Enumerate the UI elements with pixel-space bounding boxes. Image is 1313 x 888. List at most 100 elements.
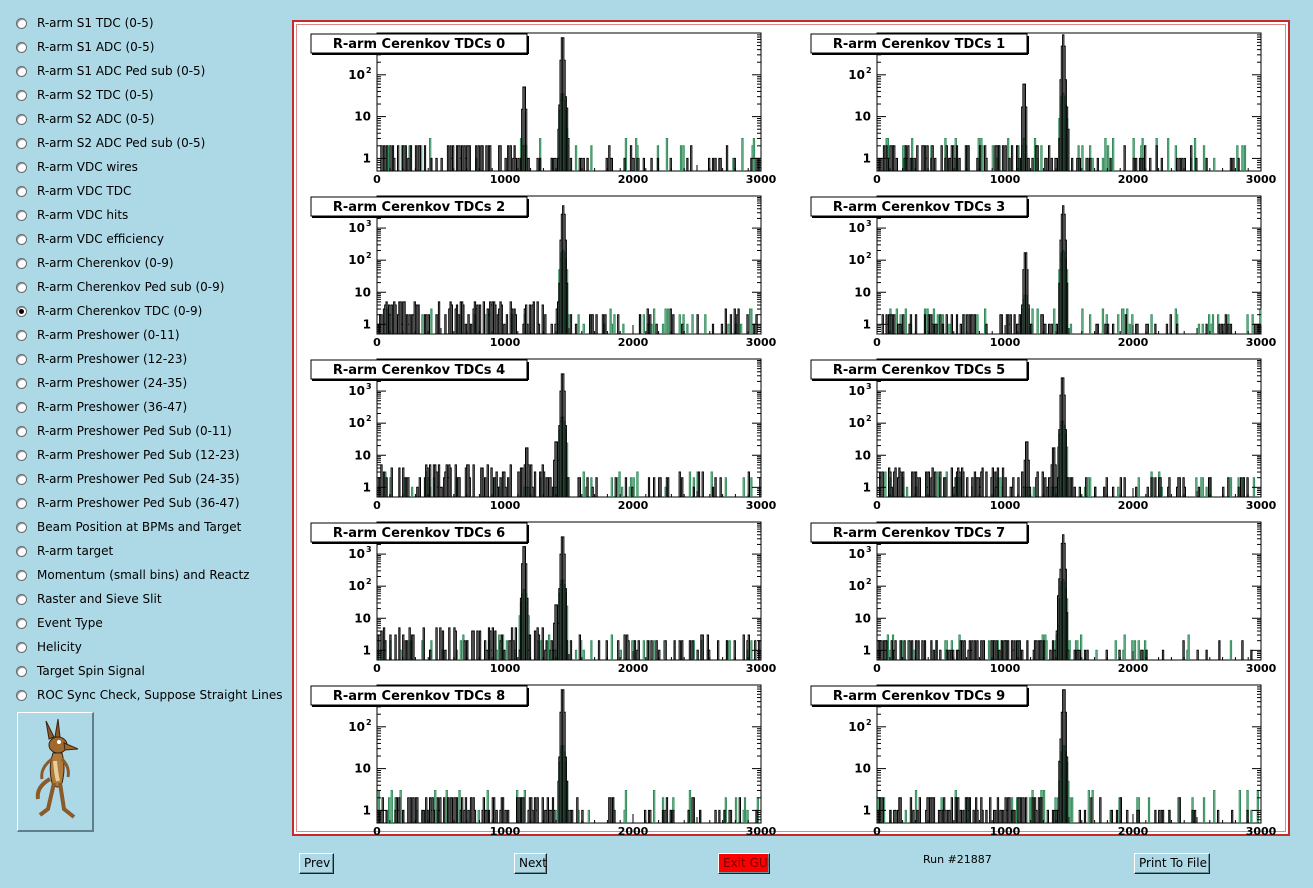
radio-button[interactable] xyxy=(16,281,27,293)
y-tick-label: 1 xyxy=(363,480,371,494)
exit-gui-button[interactable]: Exit GUI xyxy=(718,853,771,874)
radio-option[interactable]: R-arm Preshower (0-11) xyxy=(16,324,180,346)
y-tick-label: 10 xyxy=(848,221,865,235)
radio-option[interactable]: R-arm S1 TDC (0-5) xyxy=(16,12,154,34)
radio-option[interactable]: Momentum (small bins) and Reactz xyxy=(16,564,249,586)
radio-option[interactable]: R-arm S1 ADC (0-5) xyxy=(16,36,154,58)
radio-button[interactable] xyxy=(16,497,27,509)
radio-option[interactable]: R-arm Preshower Ped Sub (12-23) xyxy=(16,444,240,466)
radio-button[interactable] xyxy=(16,449,27,461)
radio-option[interactable]: R-arm Preshower (36-47) xyxy=(16,396,187,418)
x-tick-label: 1000 xyxy=(990,825,1021,837)
radio-option[interactable]: R-arm Preshower (24-35) xyxy=(16,372,187,394)
plot-canvas[interactable]: 0 1000 2000 3000 1 10 10 2 R-arm Cerenkov TDCs 0… xyxy=(292,20,1290,837)
prev-button[interactable]: Prev xyxy=(299,853,334,874)
radio-button[interactable] xyxy=(16,209,27,221)
radio-button[interactable] xyxy=(16,689,27,701)
radio-option[interactable]: Helicity xyxy=(16,636,82,658)
histogram-title-box: R-arm Cerenkov TDCs 0 xyxy=(310,33,529,55)
radio-option[interactable]: R-arm VDC TDC xyxy=(16,180,131,202)
y-tick-exponent: 2 xyxy=(866,577,872,586)
radio-button[interactable] xyxy=(16,641,27,653)
histogram-title-box: R-arm Cerenkov TDCs 7 xyxy=(810,522,1029,544)
radio-button[interactable] xyxy=(16,137,27,149)
y-tick-label: 10 xyxy=(848,579,865,593)
radio-button[interactable] xyxy=(16,665,27,677)
y-tick-label: 10 xyxy=(848,253,865,267)
y-tick-exponent: 2 xyxy=(366,577,372,586)
radio-button[interactable] xyxy=(16,161,27,173)
radio-button[interactable] xyxy=(16,233,27,245)
radio-option-label: R-arm Preshower Ped Sub (12-23) xyxy=(37,448,240,462)
y-tick-exponent: 3 xyxy=(366,382,372,391)
radio-button[interactable] xyxy=(16,65,27,77)
radio-option-label: Event Type xyxy=(37,616,103,630)
radio-option[interactable]: R-arm VDC hits xyxy=(16,204,128,226)
radio-option[interactable]: R-arm target xyxy=(16,540,113,562)
radio-option[interactable]: R-arm Cherenkov (0-9) xyxy=(16,252,174,274)
histogram-series-2 xyxy=(386,93,756,171)
radio-button[interactable] xyxy=(16,41,27,53)
histogram-title: R-arm Cerenkov TDCs 6 xyxy=(333,526,505,541)
radio-option[interactable]: R-arm Preshower Ped Sub (24-35) xyxy=(16,468,240,490)
y-tick-label: 10 xyxy=(854,762,871,776)
radio-option[interactable]: R-arm Cherenkov TDC (0-9) xyxy=(16,300,202,322)
radio-button[interactable] xyxy=(16,545,27,557)
radio-button[interactable] xyxy=(16,425,27,437)
radio-option[interactable]: R-arm Preshower Ped Sub (0-11) xyxy=(16,420,232,442)
x-tick-label: 2000 xyxy=(618,499,649,512)
radio-option[interactable]: R-arm S2 ADC Ped sub (0-5) xyxy=(16,132,205,154)
radio-option-label: R-arm Preshower (24-35) xyxy=(37,376,188,390)
radio-option[interactable]: R-arm S1 ADC Ped sub (0-5) xyxy=(16,60,205,82)
radio-button[interactable] xyxy=(16,89,27,101)
radio-option-label: R-arm Preshower (12-23) xyxy=(37,352,188,366)
y-tick-label: 10 xyxy=(848,720,865,734)
radio-option[interactable]: Target Spin Signal xyxy=(16,660,145,682)
x-tick-label: 0 xyxy=(373,336,381,349)
radio-option[interactable]: R-arm S2 TDC (0-5) xyxy=(16,84,154,106)
radio-button[interactable] xyxy=(16,401,27,413)
radio-option[interactable]: R-arm VDC efficiency xyxy=(16,228,164,250)
radio-option[interactable]: R-arm S2 ADC (0-5) xyxy=(16,108,154,130)
y-tick-label: 1 xyxy=(863,317,871,331)
radio-button[interactable] xyxy=(16,569,27,581)
radio-button[interactable] xyxy=(16,353,27,365)
run-number-label: Run #21887 xyxy=(923,853,992,866)
next-button[interactable]: Next xyxy=(514,853,547,874)
radio-button[interactable] xyxy=(16,473,27,485)
print-to-file-button[interactable]: Print To File xyxy=(1134,853,1210,874)
y-tick-exponent: 3 xyxy=(866,382,872,391)
radio-button[interactable] xyxy=(16,377,27,389)
x-tick-label: 3000 xyxy=(1246,499,1277,512)
radio-button[interactable] xyxy=(16,17,27,29)
x-tick-label: 0 xyxy=(373,825,381,837)
radio-option-label: Helicity xyxy=(37,640,82,654)
radio-option[interactable]: ROC Sync Check, Suppose Straight Lines xyxy=(16,684,282,706)
radio-button[interactable] xyxy=(16,113,27,125)
radio-option[interactable]: Beam Position at BPMs and Target xyxy=(16,516,241,538)
radio-button[interactable] xyxy=(16,521,27,533)
radio-button[interactable] xyxy=(16,617,27,629)
radio-option-label: R-arm S1 ADC Ped sub (0-5) xyxy=(37,64,206,78)
radio-option[interactable]: R-arm Preshower (12-23) xyxy=(16,348,187,370)
radio-option[interactable]: Raster and Sieve Slit xyxy=(16,588,162,610)
radio-option[interactable]: R-arm Preshower Ped Sub (36-47) xyxy=(16,492,240,514)
radio-option[interactable]: Event Type xyxy=(16,612,103,634)
histogram-series-1 xyxy=(380,37,761,171)
x-tick-label: 0 xyxy=(373,499,381,512)
x-tick-label: 3000 xyxy=(746,662,777,675)
radio-button[interactable] xyxy=(16,305,27,317)
radio-option[interactable]: R-arm Cherenkov Ped sub (0-9) xyxy=(16,276,224,298)
radio-button[interactable] xyxy=(16,593,27,605)
radio-button[interactable] xyxy=(16,257,27,269)
x-tick-label: 2000 xyxy=(1118,336,1149,349)
radio-option-label: R-arm target xyxy=(37,544,114,558)
radio-button[interactable] xyxy=(16,329,27,341)
radio-button[interactable] xyxy=(16,185,27,197)
y-tick-exponent: 2 xyxy=(366,414,372,423)
radio-option[interactable]: R-arm VDC wires xyxy=(16,156,138,178)
y-tick-exponent: 3 xyxy=(366,545,372,554)
